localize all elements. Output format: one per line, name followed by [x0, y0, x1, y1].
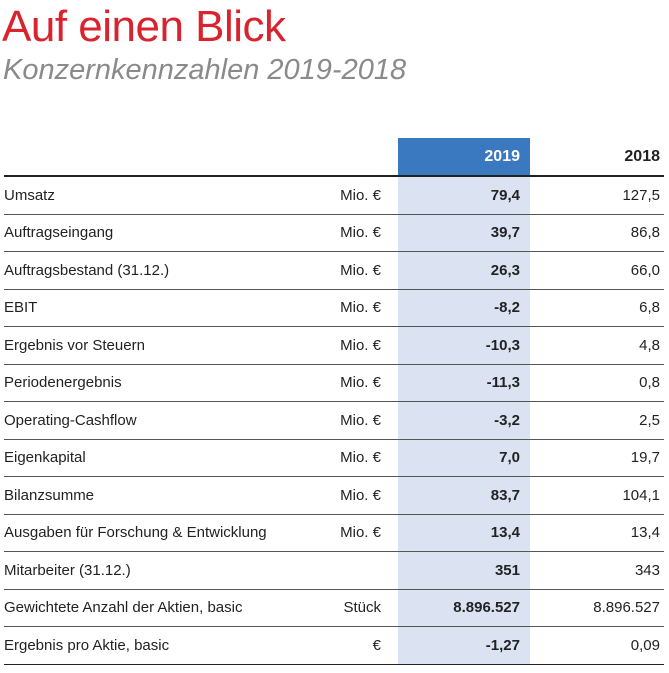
unit: Mio. €	[340, 186, 381, 204]
value-previous: 0,8	[639, 374, 660, 392]
row-rule	[4, 363, 664, 365]
value-current: 351	[494, 561, 520, 579]
value-current: 7,0	[499, 449, 520, 467]
value-current: 39,7	[490, 224, 520, 242]
row-label: Gewichtete Anzahl der Aktien, basic	[4, 599, 243, 617]
value-previous: 127,5	[622, 186, 660, 204]
unit: Mio. €	[340, 486, 381, 504]
value-previous: 6,8	[639, 299, 660, 317]
column-header: 2019	[484, 148, 520, 165]
value-previous: 19,7	[630, 449, 660, 467]
row-rule	[4, 251, 664, 252]
value-previous: 0,09	[630, 636, 660, 654]
row-rule	[4, 401, 664, 402]
unit: Stück	[343, 599, 381, 617]
value-current: -1,27	[485, 636, 520, 654]
value-current: -11,3	[486, 374, 520, 392]
row-rule	[4, 588, 664, 590]
row-label: Auftragseingang	[4, 224, 114, 242]
header-highlight	[398, 138, 530, 176]
row-label: Auftragsbestand (31.12.)	[4, 261, 170, 279]
row-label: Ergebnis vor Steuern	[4, 336, 145, 354]
column-header: 2018	[624, 148, 660, 165]
row-label: Ausgaben für Forschung & Entwicklung	[4, 524, 267, 542]
row-label: Eigenkapital	[4, 449, 86, 467]
value-current: -3,2	[494, 411, 520, 429]
unit: Mio. €	[340, 524, 381, 542]
unit: €	[372, 636, 381, 654]
unit: Mio. €	[340, 374, 381, 392]
column-highlight	[398, 176, 530, 664]
value-current: 8.896.527	[453, 599, 520, 617]
subtitle: Konzernkennzahlen 2019-2018	[3, 54, 407, 86]
unit: Mio. €	[340, 411, 381, 429]
row-label: Umsatz	[4, 186, 55, 204]
value-previous: 343	[634, 561, 660, 579]
row-rule	[4, 288, 664, 290]
row-label: Mitarbeiter (31.12.)	[4, 561, 131, 579]
row-rule	[4, 663, 664, 665]
value-previous: 13,4	[630, 524, 660, 542]
row-rule	[4, 213, 664, 215]
value-current: 83,7	[490, 486, 520, 504]
row-rule	[4, 326, 664, 327]
row-rule	[4, 513, 664, 515]
unit: Mio. €	[340, 261, 381, 279]
value-previous: 66,0	[630, 261, 660, 279]
row-rule	[4, 551, 664, 552]
title: Auf einen Blick	[2, 2, 286, 51]
row-label: EBIT	[4, 299, 38, 317]
row-rule	[4, 476, 664, 477]
unit: Mio. €	[340, 336, 381, 354]
value-previous: 86,8	[630, 224, 660, 242]
value-current: 13,4	[490, 524, 520, 542]
row-label: Ergebnis pro Aktie, basic	[4, 636, 170, 654]
value-current: 79,4	[490, 186, 520, 204]
row-rule	[4, 626, 664, 627]
row-label: Operating-Cashflow	[4, 411, 137, 429]
row-label: Bilanzsumme	[4, 486, 95, 504]
value-current: -10,3	[485, 336, 520, 354]
value-previous: 4,8	[639, 336, 660, 354]
header-rule	[4, 175, 664, 177]
unit: Mio. €	[340, 224, 381, 242]
value-current: 26,3	[490, 261, 520, 279]
row-rule	[4, 438, 664, 440]
row-label: Periodenergebnis	[4, 374, 122, 392]
value-previous: 104,1	[622, 486, 660, 504]
value-current: -8,2	[494, 299, 520, 317]
value-previous: 8.896.527	[593, 599, 660, 617]
unit: Mio. €	[340, 449, 381, 467]
unit: Mio. €	[340, 299, 381, 317]
value-previous: 2,5	[639, 411, 660, 429]
